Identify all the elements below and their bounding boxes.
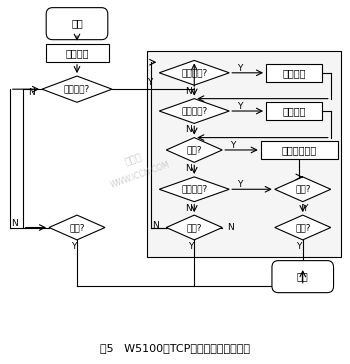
- Text: 发送数据?: 发送数据?: [181, 107, 207, 115]
- FancyBboxPatch shape: [272, 261, 334, 293]
- Text: 接收程序: 接收程序: [282, 68, 306, 78]
- Text: N: N: [186, 87, 192, 96]
- Text: 退出?: 退出?: [187, 146, 202, 154]
- Text: 超时?: 超时?: [187, 223, 202, 232]
- Text: 接收数据?: 接收数据?: [181, 68, 207, 77]
- Text: Y: Y: [237, 102, 243, 111]
- Text: N: N: [186, 204, 192, 213]
- Text: N: N: [28, 88, 35, 97]
- Text: N: N: [186, 126, 192, 134]
- Text: 关闭?: 关闭?: [295, 185, 310, 194]
- Bar: [147, 51, 341, 257]
- Text: 超时?: 超时?: [69, 223, 85, 232]
- Polygon shape: [166, 215, 222, 240]
- Polygon shape: [166, 138, 222, 162]
- Text: Y: Y: [147, 78, 152, 87]
- Polygon shape: [159, 177, 229, 202]
- Bar: [261, 141, 338, 159]
- Text: 开始: 开始: [71, 19, 83, 29]
- Text: N: N: [152, 221, 159, 230]
- Polygon shape: [42, 76, 112, 102]
- Text: 终止连接?: 终止连接?: [181, 185, 207, 194]
- Text: WWW.ICCN.COM: WWW.ICCN.COM: [109, 160, 171, 190]
- Text: 请求链接: 请求链接: [65, 48, 89, 58]
- Polygon shape: [275, 215, 331, 240]
- Text: Y: Y: [237, 64, 243, 73]
- Text: Y: Y: [230, 141, 236, 150]
- Polygon shape: [49, 215, 105, 240]
- Text: N: N: [186, 165, 192, 173]
- Text: Y: Y: [296, 242, 302, 251]
- Text: 结束: 结束: [297, 272, 309, 282]
- Text: 超时?: 超时?: [295, 223, 310, 232]
- Text: Y: Y: [71, 242, 76, 251]
- Text: 接收程序: 接收程序: [282, 106, 306, 116]
- Text: N: N: [228, 223, 234, 232]
- Polygon shape: [159, 99, 229, 123]
- Text: Y: Y: [237, 181, 243, 189]
- Text: Y: Y: [188, 242, 194, 251]
- FancyBboxPatch shape: [46, 8, 108, 40]
- Text: 建立连接?: 建立连接?: [64, 85, 90, 94]
- Text: N: N: [10, 219, 18, 228]
- Text: 中电网: 中电网: [123, 151, 143, 166]
- Polygon shape: [159, 60, 229, 85]
- Text: 图5   W5100在TCP客户模式的处理流程: 图5 W5100在TCP客户模式的处理流程: [100, 343, 250, 353]
- Bar: [266, 64, 322, 82]
- Bar: [266, 102, 322, 120]
- Bar: [46, 44, 108, 62]
- Text: 终止连接程序: 终止连接程序: [282, 145, 317, 155]
- Polygon shape: [275, 177, 331, 202]
- Text: Y: Y: [302, 204, 307, 213]
